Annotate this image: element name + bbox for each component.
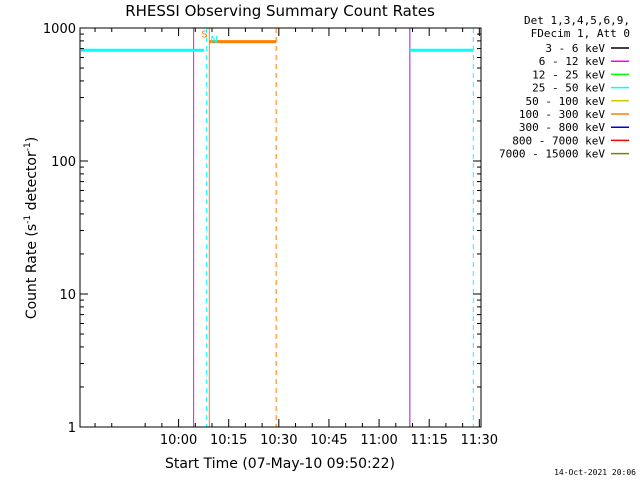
x-tick-label: 10:15 [210,433,247,448]
x-tick-label: 11:15 [410,433,447,448]
y-label-exponent: -1 [23,215,33,224]
legend-label: 6 - 12 keV [539,55,606,68]
legend-label: 800 - 7000 keV [512,134,605,147]
y-label-part: Count Rate (s [24,224,40,319]
footer-date: 14-Oct-2021 20:06 [554,468,636,477]
marker-label: S [201,29,207,40]
legend-label: 12 - 25 keV [532,68,605,81]
legend-label: 25 - 50 keV [532,82,605,95]
legend-label: 300 - 800 keV [519,121,605,134]
plot-area: SN [81,28,474,427]
y-label-part: ) [24,137,40,142]
x-tick-label: 11:00 [360,433,397,448]
legend-label: 7000 - 15000 keV [499,148,605,161]
legend: Det 1,3,4,5,6,9, FDecim 1, Att 0 3 - 6 k… [499,14,630,161]
y-axis-label: Count Rate (s-1 detector-1) [23,137,40,319]
x-tick-label: 10:00 [160,433,197,448]
axes [79,27,482,428]
y-tick-label: 1000 [43,22,76,37]
x-tick-label: 11:30 [461,433,498,448]
tick-labels: 10:00 10:15 10:30 10:45 11:00 11:15 11:30 1 10 10… [43,22,498,448]
y-label-exponent: -1 [23,142,33,151]
marker-label: N [210,35,217,46]
legend-header-line: FDecim 1, Att 0 [531,27,630,40]
y-label-part: detector [24,151,40,215]
x-tick-label: 10:45 [310,433,347,448]
y-tick-label: 100 [51,155,76,170]
x-tick-label: 10:30 [260,433,297,448]
legend-label: 3 - 6 keV [545,42,605,55]
chart-title: RHESSI Observing Summary Count Rates [125,2,435,20]
y-tick-label: 1 [68,421,76,436]
x-axis-label: Start Time (07-May-10 09:50:22) [165,456,395,472]
plot-frame [79,27,482,428]
legend-label: 50 - 100 keV [526,95,606,108]
legend-label: 100 - 300 keV [519,108,605,121]
legend-header-line: Det 1,3,4,5,6,9, [524,14,630,27]
y-tick-label: 10 [59,288,76,303]
